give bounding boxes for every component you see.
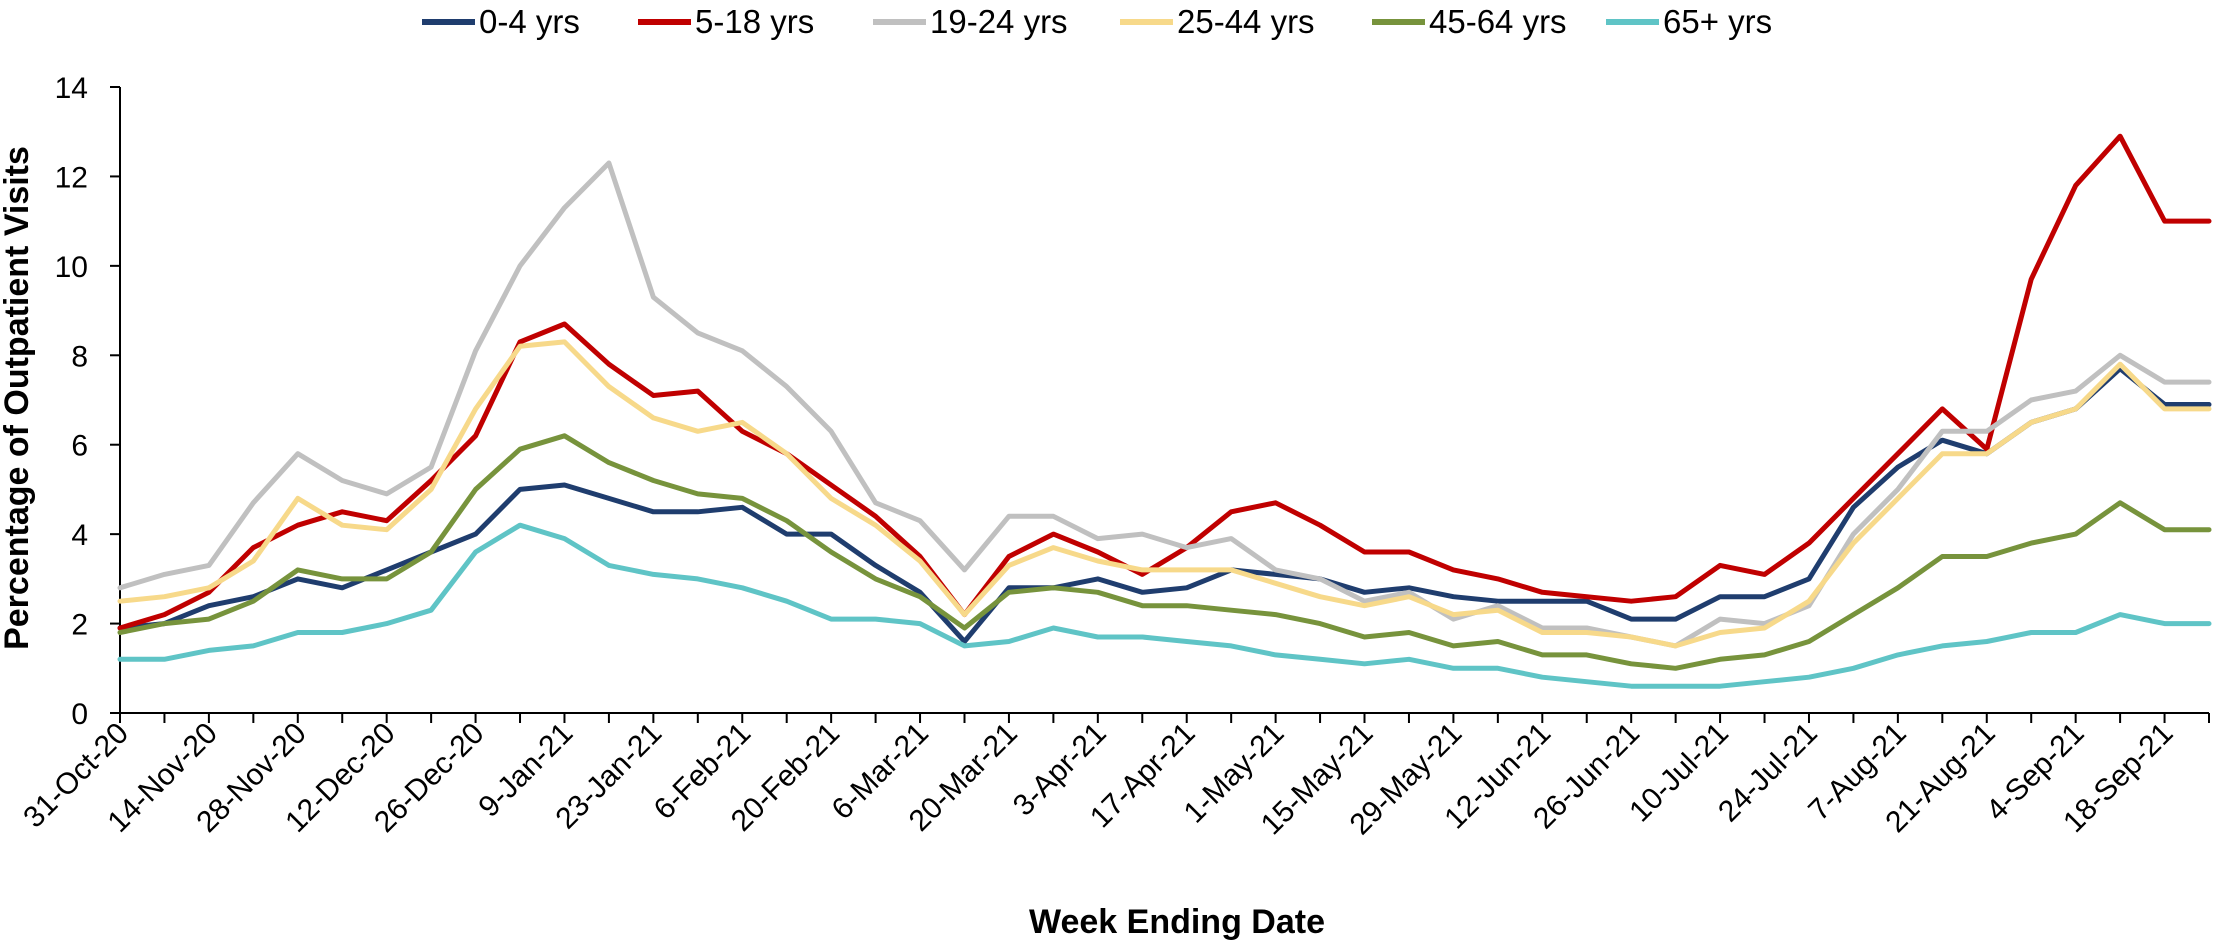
- legend-label: 45-64 yrs: [1429, 3, 1567, 40]
- x-tick-label: 24-Jul-21: [1712, 717, 1824, 829]
- series-line-0-4-yrs: [117, 366, 2212, 644]
- series-line-45-64-yrs: [117, 433, 2212, 671]
- y-axis-title: Percentage of Outpatient Visits: [0, 146, 36, 650]
- y-tick-label: 4: [71, 519, 88, 552]
- y-tick-label: 10: [55, 251, 88, 284]
- legend: 0-4 yrs 5-18 yrs 19-24 yrs 25-44 yrs 45-64 y…: [422, 3, 1772, 40]
- y-tick-label: 14: [55, 72, 88, 105]
- x-axis-title: Week Ending Date: [1029, 903, 1325, 941]
- legend-label: 0-4 yrs: [479, 3, 580, 40]
- legend-label: 19-24 yrs: [930, 3, 1068, 40]
- series-line-5-18-yrs: [117, 133, 2212, 631]
- series-layer: [117, 133, 2212, 689]
- y-tick-label: 0: [71, 698, 88, 731]
- series-line-65-yrs: [117, 522, 2212, 689]
- legend-label: 5-18 yrs: [695, 3, 814, 40]
- legend-label: 65+ yrs: [1663, 3, 1772, 40]
- series-line-25-44-yrs: [117, 339, 2212, 649]
- y-tick-label: 6: [71, 430, 88, 463]
- series-line-19-24-yrs: [117, 160, 2212, 649]
- axes: 0246810121431-Oct-2014-Nov-2028-Nov-2012…: [17, 72, 2210, 841]
- legend-label: 25-44 yrs: [1177, 3, 1315, 40]
- y-tick-label: 2: [71, 609, 88, 642]
- y-tick-label: 12: [55, 161, 88, 194]
- y-tick-label: 8: [71, 340, 88, 373]
